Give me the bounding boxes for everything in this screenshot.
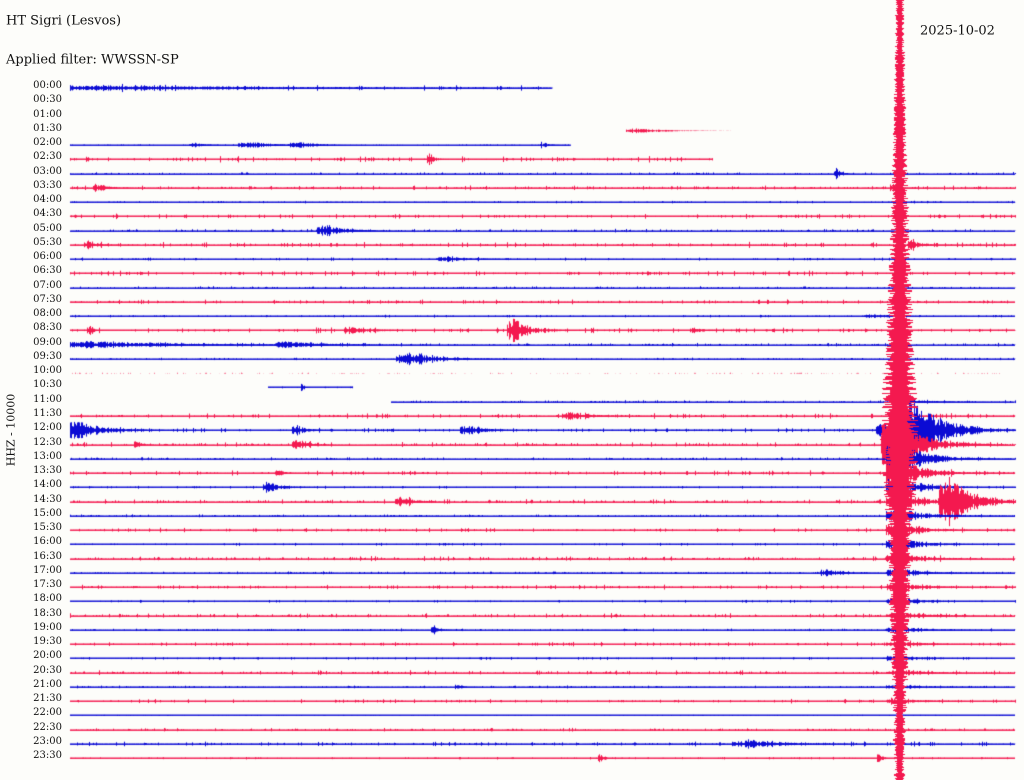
time-axis-tick: 16:30 xyxy=(33,550,62,562)
time-axis-tick: 15:00 xyxy=(33,507,62,519)
time-axis-tick: 23:00 xyxy=(33,735,62,747)
time-axis-tick: 01:30 xyxy=(33,122,62,134)
time-axis-tick: 15:30 xyxy=(33,522,62,534)
time-axis-tick: 09:00 xyxy=(33,336,62,348)
time-axis-tick: 23:30 xyxy=(33,750,62,762)
time-axis-tick: 11:00 xyxy=(33,393,62,405)
time-axis-tick: 17:30 xyxy=(33,579,62,591)
time-axis-tick: 04:30 xyxy=(33,208,62,220)
time-axis-tick: 20:30 xyxy=(33,664,62,676)
time-axis-tick: 18:00 xyxy=(33,593,62,605)
time-axis: 00:00 00:30 01:00 01:30 02:00 02:30 03:00 03:30… xyxy=(0,0,66,780)
time-axis-tick: 06:00 xyxy=(33,251,62,263)
time-axis-tick: 16:00 xyxy=(33,536,62,548)
time-axis-tick: 03:30 xyxy=(33,179,62,191)
time-axis-tick: 00:30 xyxy=(33,94,62,106)
time-axis-tick: 10:00 xyxy=(33,365,62,377)
time-axis-tick: 22:30 xyxy=(33,721,62,733)
time-axis-tick: 17:00 xyxy=(33,564,62,576)
time-axis-tick: 04:00 xyxy=(33,194,62,206)
time-axis-tick: 02:00 xyxy=(33,137,62,149)
time-axis-tick: 08:30 xyxy=(33,322,62,334)
time-axis-tick: 13:30 xyxy=(33,465,62,477)
time-axis-tick: 22:00 xyxy=(33,707,62,719)
time-axis-tick: 13:00 xyxy=(33,450,62,462)
time-axis-tick: 07:30 xyxy=(33,293,62,305)
time-axis-tick: 05:00 xyxy=(33,222,62,234)
applied-filter-label: Applied filter: WWSSN-SP xyxy=(6,52,179,68)
time-axis-tick: 03:00 xyxy=(33,165,62,177)
time-axis-tick: 21:00 xyxy=(33,678,62,690)
time-axis-tick: 18:30 xyxy=(33,607,62,619)
time-axis-tick: 12:30 xyxy=(33,436,62,448)
time-axis-tick: 06:30 xyxy=(33,265,62,277)
time-axis-tick: 19:00 xyxy=(33,621,62,633)
time-axis-tick: 01:00 xyxy=(33,108,62,120)
time-axis-tick: 11:30 xyxy=(33,407,62,419)
time-axis-tick: 00:00 xyxy=(33,80,62,91)
time-axis-tick: 21:30 xyxy=(33,693,62,705)
station-title: HT Sigri (Lesvos) xyxy=(6,13,122,29)
time-axis-tick: 02:30 xyxy=(33,151,62,163)
time-axis-tick: 08:00 xyxy=(33,308,62,320)
time-axis-tick: 09:30 xyxy=(33,350,62,362)
time-axis-tick: 05:30 xyxy=(33,236,62,248)
date-label: 2025-10-02 xyxy=(920,23,995,39)
time-axis-tick: 07:00 xyxy=(33,279,62,291)
time-axis-tick: 14:00 xyxy=(33,479,62,491)
time-axis-tick: 20:00 xyxy=(33,650,62,662)
time-axis-tick: 19:30 xyxy=(33,636,62,648)
time-axis-tick: 14:30 xyxy=(33,493,62,505)
time-axis-tick: 10:30 xyxy=(33,379,62,391)
time-axis-tick: 12:00 xyxy=(33,422,62,434)
